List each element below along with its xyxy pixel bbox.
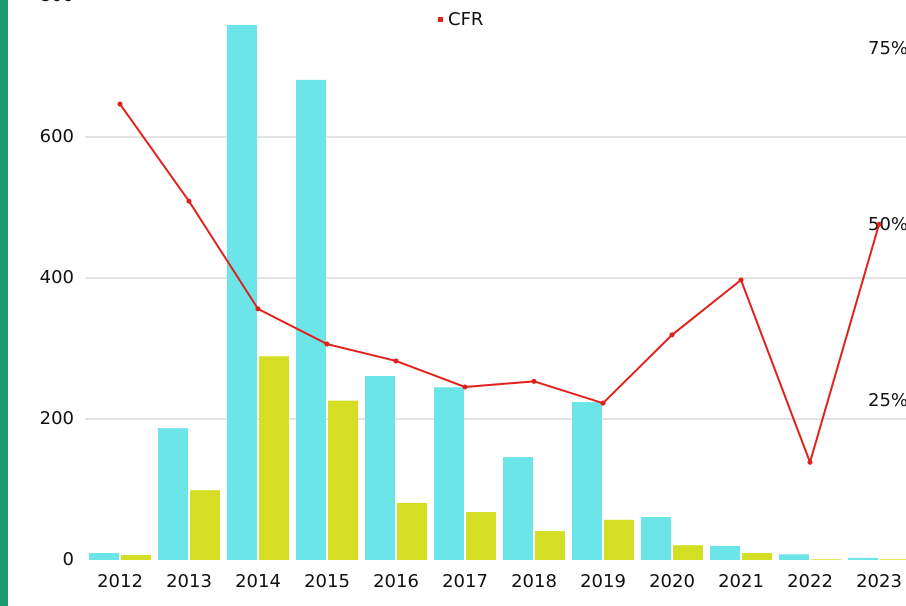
bar (848, 557, 878, 560)
x-tick-label: 2017 (442, 571, 488, 592)
line-point (531, 378, 537, 384)
bar (535, 531, 565, 560)
x-tick-label: 2020 (649, 571, 695, 592)
bar (641, 516, 671, 560)
bar (880, 559, 906, 560)
y-tick-label: 0 (63, 549, 74, 570)
y-tick-label: 200 (40, 408, 74, 429)
y-tick-label: 400 (40, 267, 74, 288)
line-point (186, 198, 192, 204)
bar (466, 512, 496, 560)
x-tick-label: 2012 (97, 571, 143, 592)
bar (742, 552, 772, 560)
y2-tick-label: 50% (868, 214, 906, 235)
line-point (807, 459, 813, 465)
bar (604, 519, 634, 560)
line-point (393, 358, 399, 364)
x-tick-label: 2018 (511, 571, 557, 592)
side-border (0, 0, 8, 606)
bar (811, 559, 841, 560)
bar (328, 400, 358, 560)
bar (434, 387, 464, 560)
y2-tick-label: 25% (868, 390, 906, 411)
line-point (324, 341, 330, 347)
x-tick-label: 2022 (787, 571, 833, 592)
bar (673, 545, 703, 560)
x-tick-label: 2014 (235, 571, 281, 592)
y-tick-label: 600 (40, 126, 74, 147)
bar (296, 79, 326, 561)
x-tick-label: 2016 (373, 571, 419, 592)
line-point (255, 306, 261, 312)
bar (572, 402, 602, 560)
line-point (669, 332, 675, 338)
bar (158, 428, 188, 560)
line-point (876, 221, 882, 227)
line (119, 103, 880, 466)
bar (365, 375, 395, 560)
x-tick-label: 2021 (718, 571, 764, 592)
line-point (462, 384, 468, 390)
bar (121, 555, 151, 560)
y2-tick-label: 75% (868, 38, 906, 59)
line-point (600, 400, 606, 406)
bar (89, 552, 119, 560)
bar (503, 457, 533, 560)
bar (710, 545, 740, 560)
bar (227, 24, 257, 560)
bar (259, 356, 289, 560)
legend-marker (438, 17, 443, 22)
y-tick-label: 800 (40, 0, 74, 6)
line-point (738, 277, 744, 283)
bar (190, 490, 220, 560)
x-tick-label: 2019 (580, 571, 626, 592)
legend-label: CFR (448, 9, 483, 30)
x-tick-label: 2023 (856, 571, 902, 592)
bar (779, 554, 809, 560)
bar (397, 502, 427, 560)
x-tick-label: 2013 (166, 571, 212, 592)
x-tick-label: 2015 (304, 571, 350, 592)
line-point (117, 101, 123, 107)
